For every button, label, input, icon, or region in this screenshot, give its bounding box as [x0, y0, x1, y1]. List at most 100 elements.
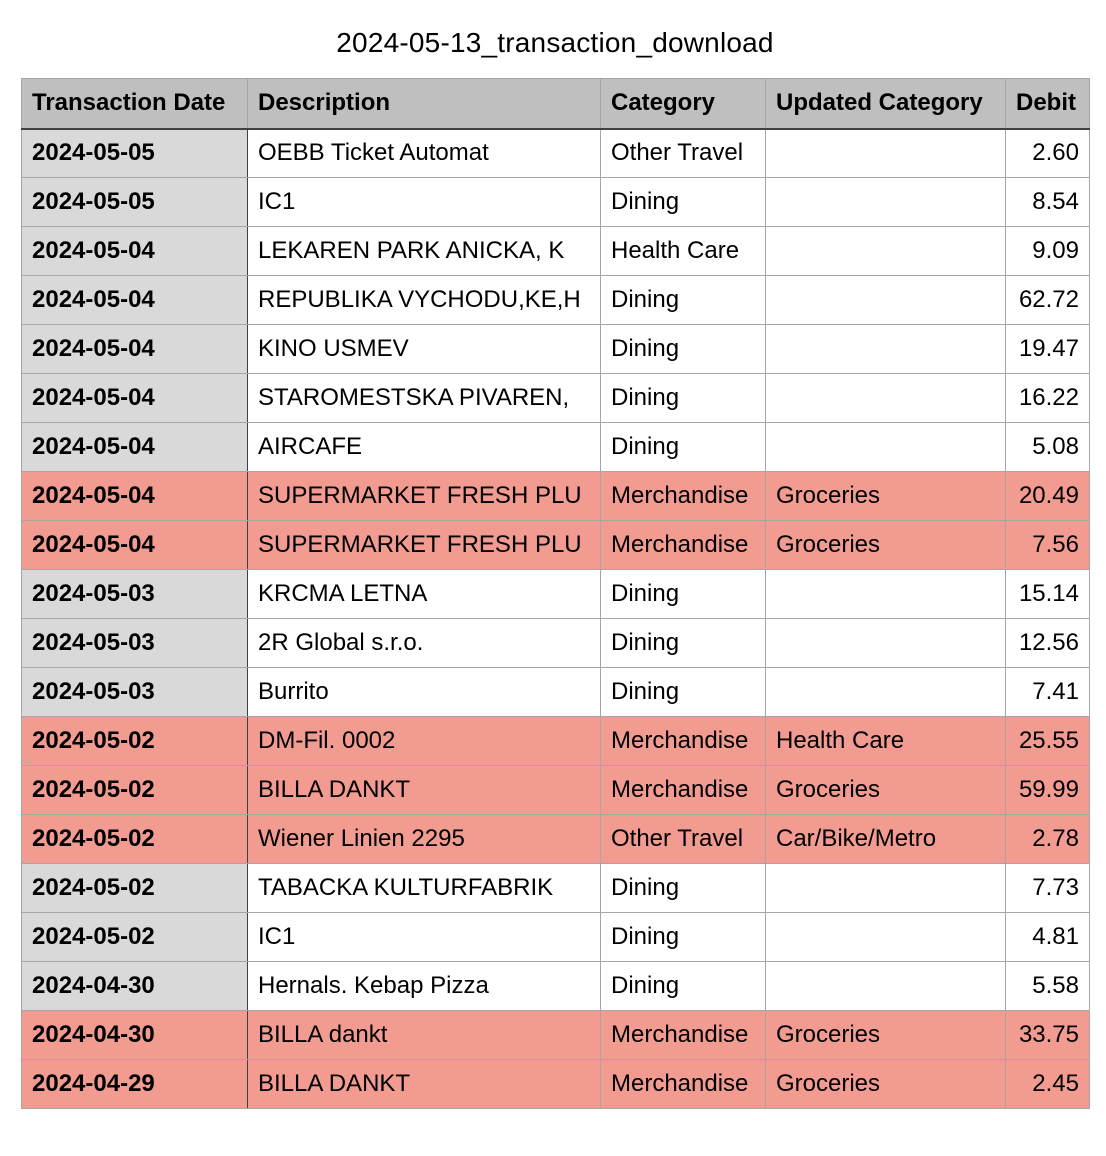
cell-debit[interactable]: 15.14	[1005, 569, 1090, 619]
cell-debit[interactable]: 16.22	[1005, 373, 1090, 423]
cell-transaction-date[interactable]: 2024-05-04	[21, 422, 248, 472]
cell-category[interactable]: Dining	[600, 863, 766, 913]
cell-debit[interactable]: 2.60	[1005, 128, 1090, 178]
cell-description[interactable]: KRCMA LETNA	[247, 569, 601, 619]
cell-category[interactable]: Dining	[600, 912, 766, 962]
cell-transaction-date[interactable]: 2024-05-02	[21, 765, 248, 815]
cell-description[interactable]: 2R Global s.r.o.	[247, 618, 601, 668]
cell-updated-category[interactable]	[765, 373, 1006, 423]
column-header-transaction-date[interactable]: Transaction Date	[21, 78, 248, 130]
cell-debit[interactable]: 7.73	[1005, 863, 1090, 913]
cell-description[interactable]: Hernals. Kebap Pizza	[247, 961, 601, 1011]
cell-category[interactable]: Merchandise	[600, 765, 766, 815]
cell-updated-category[interactable]	[765, 863, 1006, 913]
cell-updated-category[interactable]: Groceries	[765, 520, 1006, 570]
column-header-category[interactable]: Category	[600, 78, 766, 130]
cell-debit[interactable]: 33.75	[1005, 1010, 1090, 1060]
cell-category[interactable]: Dining	[600, 324, 766, 374]
cell-updated-category[interactable]	[765, 667, 1006, 717]
cell-debit[interactable]: 59.99	[1005, 765, 1090, 815]
cell-transaction-date[interactable]: 2024-05-04	[21, 324, 248, 374]
cell-updated-category[interactable]	[765, 128, 1006, 178]
cell-debit[interactable]: 7.56	[1005, 520, 1090, 570]
cell-transaction-date[interactable]: 2024-05-05	[21, 128, 248, 178]
cell-category[interactable]: Other Travel	[600, 128, 766, 178]
cell-description[interactable]: KINO USMEV	[247, 324, 601, 374]
cell-debit[interactable]: 7.41	[1005, 667, 1090, 717]
cell-updated-category[interactable]	[765, 177, 1006, 227]
cell-updated-category[interactable]	[765, 961, 1006, 1011]
cell-category[interactable]: Merchandise	[600, 471, 766, 521]
cell-debit[interactable]: 4.81	[1005, 912, 1090, 962]
cell-updated-category[interactable]: Health Care	[765, 716, 1006, 766]
cell-transaction-date[interactable]: 2024-05-02	[21, 814, 248, 864]
cell-category[interactable]: Merchandise	[600, 1059, 766, 1109]
cell-category[interactable]: Dining	[600, 667, 766, 717]
cell-transaction-date[interactable]: 2024-05-03	[21, 667, 248, 717]
cell-category[interactable]: Dining	[600, 373, 766, 423]
cell-updated-category[interactable]: Groceries	[765, 1059, 1006, 1109]
cell-updated-category[interactable]	[765, 324, 1006, 374]
cell-debit[interactable]: 20.49	[1005, 471, 1090, 521]
cell-updated-category[interactable]	[765, 569, 1006, 619]
column-header-debit[interactable]: Debit	[1005, 78, 1090, 130]
cell-category[interactable]: Merchandise	[600, 520, 766, 570]
cell-debit[interactable]: 5.58	[1005, 961, 1090, 1011]
cell-debit[interactable]: 12.56	[1005, 618, 1090, 668]
cell-description[interactable]: DM-Fil. 0002	[247, 716, 601, 766]
cell-updated-category[interactable]	[765, 912, 1006, 962]
cell-debit[interactable]: 2.78	[1005, 814, 1090, 864]
cell-transaction-date[interactable]: 2024-05-03	[21, 569, 248, 619]
cell-category[interactable]: Health Care	[600, 226, 766, 276]
cell-transaction-date[interactable]: 2024-04-29	[21, 1059, 248, 1109]
cell-category[interactable]: Merchandise	[600, 1010, 766, 1060]
cell-updated-category[interactable]: Groceries	[765, 1010, 1006, 1060]
cell-description[interactable]: OEBB Ticket Automat	[247, 128, 601, 178]
cell-updated-category[interactable]: Car/Bike/Metro	[765, 814, 1006, 864]
cell-transaction-date[interactable]: 2024-05-04	[21, 520, 248, 570]
cell-transaction-date[interactable]: 2024-05-03	[21, 618, 248, 668]
column-header-updated-category[interactable]: Updated Category	[765, 78, 1006, 130]
cell-updated-category[interactable]	[765, 422, 1006, 472]
cell-transaction-date[interactable]: 2024-05-04	[21, 373, 248, 423]
cell-transaction-date[interactable]: 2024-04-30	[21, 961, 248, 1011]
cell-transaction-date[interactable]: 2024-05-04	[21, 471, 248, 521]
cell-updated-category[interactable]	[765, 618, 1006, 668]
cell-debit[interactable]: 25.55	[1005, 716, 1090, 766]
cell-description[interactable]: STAROMESTSKA PIVAREN,	[247, 373, 601, 423]
cell-category[interactable]: Dining	[600, 961, 766, 1011]
cell-updated-category[interactable]: Groceries	[765, 765, 1006, 815]
cell-category[interactable]: Dining	[600, 177, 766, 227]
cell-updated-category[interactable]: Groceries	[765, 471, 1006, 521]
cell-description[interactable]: Wiener Linien 2295	[247, 814, 601, 864]
cell-description[interactable]: TABACKA KULTURFABRIK	[247, 863, 601, 913]
cell-debit[interactable]: 8.54	[1005, 177, 1090, 227]
cell-debit[interactable]: 19.47	[1005, 324, 1090, 374]
cell-transaction-date[interactable]: 2024-04-30	[21, 1010, 248, 1060]
cell-description[interactable]: REPUBLIKA VYCHODU,KE,H	[247, 275, 601, 325]
cell-description[interactable]: LEKAREN PARK ANICKA, K	[247, 226, 601, 276]
column-header-description[interactable]: Description	[247, 78, 601, 130]
cell-debit[interactable]: 9.09	[1005, 226, 1090, 276]
cell-updated-category[interactable]	[765, 275, 1006, 325]
cell-transaction-date[interactable]: 2024-05-04	[21, 226, 248, 276]
cell-debit[interactable]: 2.45	[1005, 1059, 1090, 1109]
cell-description[interactable]: SUPERMARKET FRESH PLU	[247, 471, 601, 521]
cell-category[interactable]: Dining	[600, 275, 766, 325]
cell-debit[interactable]: 62.72	[1005, 275, 1090, 325]
cell-category[interactable]: Merchandise	[600, 716, 766, 766]
cell-category[interactable]: Dining	[600, 422, 766, 472]
cell-description[interactable]: BILLA DANKT	[247, 1059, 601, 1109]
cell-description[interactable]: IC1	[247, 912, 601, 962]
cell-debit[interactable]: 5.08	[1005, 422, 1090, 472]
cell-transaction-date[interactable]: 2024-05-02	[21, 912, 248, 962]
cell-updated-category[interactable]	[765, 226, 1006, 276]
cell-description[interactable]: SUPERMARKET FRESH PLU	[247, 520, 601, 570]
cell-description[interactable]: BILLA DANKT	[247, 765, 601, 815]
cell-category[interactable]: Dining	[600, 618, 766, 668]
cell-description[interactable]: BILLA dankt	[247, 1010, 601, 1060]
cell-description[interactable]: IC1	[247, 177, 601, 227]
cell-transaction-date[interactable]: 2024-05-02	[21, 716, 248, 766]
cell-transaction-date[interactable]: 2024-05-05	[21, 177, 248, 227]
cell-category[interactable]: Dining	[600, 569, 766, 619]
